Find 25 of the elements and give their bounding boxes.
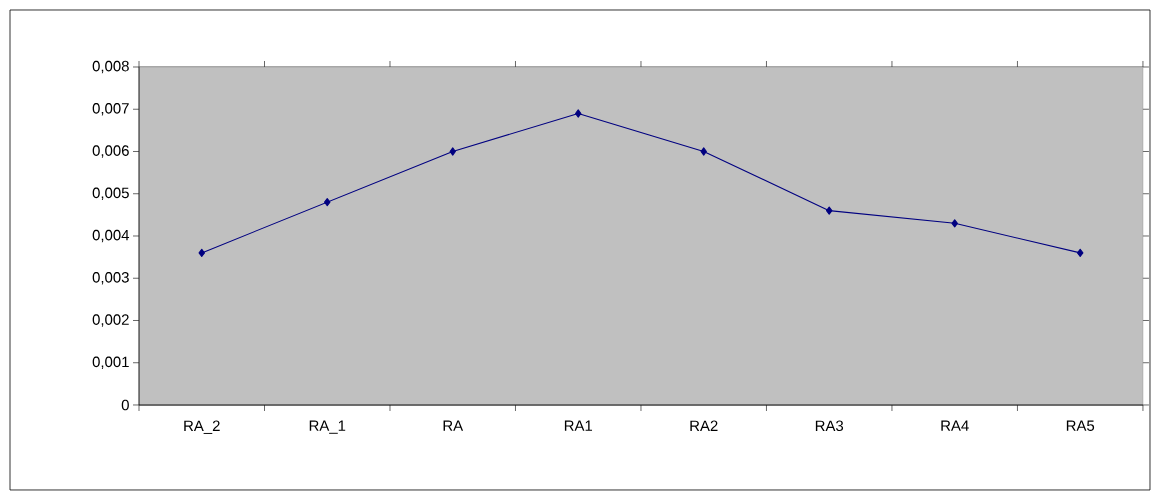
y-tick-label: 0,004 xyxy=(92,229,130,243)
x-tick-label: RA4 xyxy=(941,420,969,431)
y-tick-label: 0,008 xyxy=(92,60,129,74)
point xyxy=(1076,248,1084,258)
y-tick-label: 0,005 xyxy=(92,187,129,200)
y-tick-label: 0,003 xyxy=(92,272,129,285)
x-tick-label: RA5 xyxy=(1066,420,1095,431)
y-tick-label: 0,006 xyxy=(92,145,129,158)
point xyxy=(574,109,582,118)
point xyxy=(324,198,331,207)
y-tick-label: 0 xyxy=(121,399,129,411)
point xyxy=(825,206,833,215)
x-tick-label: RA1 xyxy=(564,420,593,431)
point xyxy=(449,147,456,156)
y-tick-label: 0,007 xyxy=(92,103,129,116)
x-tick-label: RA_2 xyxy=(184,420,220,434)
x-tick-label: RA2 xyxy=(690,420,718,431)
y-tick-label: 0,001 xyxy=(92,356,129,369)
y-tick-label: 0,002 xyxy=(92,314,129,327)
x-tick-label: RA xyxy=(443,420,464,431)
x-tick-label: RA3 xyxy=(815,420,844,432)
x-tick-label: RA_1 xyxy=(309,420,346,434)
point xyxy=(951,219,958,228)
point xyxy=(198,248,205,258)
point xyxy=(700,147,707,156)
